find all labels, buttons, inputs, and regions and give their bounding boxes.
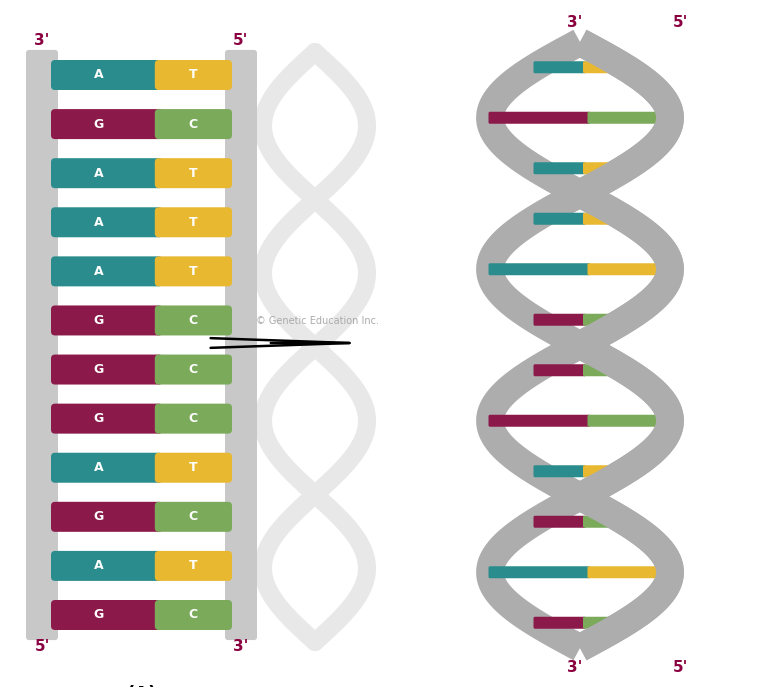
FancyBboxPatch shape: [583, 617, 627, 629]
FancyBboxPatch shape: [534, 465, 586, 477]
FancyBboxPatch shape: [155, 158, 232, 188]
FancyBboxPatch shape: [534, 162, 586, 174]
Text: G: G: [94, 363, 104, 376]
Text: C: C: [189, 117, 198, 131]
FancyBboxPatch shape: [51, 109, 163, 139]
FancyBboxPatch shape: [583, 516, 627, 528]
Text: C: C: [189, 609, 198, 622]
FancyBboxPatch shape: [51, 306, 163, 335]
Text: 3': 3': [35, 33, 50, 48]
Text: T: T: [189, 461, 197, 474]
FancyBboxPatch shape: [588, 263, 671, 275]
Text: 3': 3': [568, 15, 583, 30]
Text: C: C: [189, 314, 198, 327]
FancyBboxPatch shape: [51, 600, 163, 630]
FancyBboxPatch shape: [534, 617, 586, 629]
Text: © Genetic Education Inc.: © Genetic Education Inc.: [257, 316, 379, 326]
Text: A: A: [94, 167, 104, 180]
Text: T: T: [189, 216, 197, 229]
Text: A: A: [94, 69, 104, 82]
Text: T: T: [189, 167, 197, 180]
FancyBboxPatch shape: [155, 551, 232, 581]
FancyBboxPatch shape: [155, 600, 232, 630]
Text: A: A: [94, 216, 104, 229]
Text: G: G: [94, 117, 104, 131]
FancyBboxPatch shape: [583, 61, 627, 74]
FancyBboxPatch shape: [583, 364, 627, 376]
Text: C: C: [189, 510, 198, 523]
Text: T: T: [189, 265, 197, 278]
Text: C: C: [189, 412, 198, 425]
Text: A: A: [94, 265, 104, 278]
FancyBboxPatch shape: [155, 502, 232, 532]
FancyBboxPatch shape: [225, 50, 257, 640]
Text: 3': 3': [568, 660, 583, 675]
FancyBboxPatch shape: [51, 354, 163, 385]
FancyBboxPatch shape: [51, 256, 163, 286]
FancyBboxPatch shape: [534, 516, 586, 528]
FancyBboxPatch shape: [588, 415, 671, 427]
FancyBboxPatch shape: [51, 404, 163, 433]
FancyBboxPatch shape: [588, 112, 671, 124]
FancyBboxPatch shape: [51, 453, 163, 483]
Text: T: T: [189, 559, 197, 572]
Text: A: A: [94, 559, 104, 572]
Text: C: C: [189, 363, 198, 376]
Text: 5': 5': [672, 15, 687, 30]
Text: 5': 5': [35, 640, 50, 655]
FancyBboxPatch shape: [583, 465, 627, 477]
FancyBboxPatch shape: [488, 112, 591, 124]
FancyBboxPatch shape: [488, 263, 591, 275]
FancyBboxPatch shape: [588, 566, 671, 578]
FancyBboxPatch shape: [534, 213, 586, 225]
FancyBboxPatch shape: [51, 502, 163, 532]
FancyBboxPatch shape: [51, 207, 163, 237]
FancyBboxPatch shape: [155, 109, 232, 139]
FancyBboxPatch shape: [51, 60, 163, 90]
Text: 5': 5': [672, 660, 687, 675]
FancyBboxPatch shape: [155, 354, 232, 385]
FancyBboxPatch shape: [26, 50, 58, 640]
Text: 3': 3': [233, 640, 249, 655]
FancyBboxPatch shape: [488, 415, 591, 427]
Text: (A): (A): [126, 684, 157, 687]
Text: A: A: [94, 461, 104, 474]
FancyBboxPatch shape: [488, 566, 591, 578]
FancyBboxPatch shape: [583, 162, 627, 174]
FancyBboxPatch shape: [583, 213, 627, 225]
FancyBboxPatch shape: [51, 551, 163, 581]
FancyBboxPatch shape: [155, 256, 232, 286]
FancyBboxPatch shape: [155, 404, 232, 433]
Text: 5': 5': [233, 33, 249, 48]
FancyBboxPatch shape: [534, 364, 586, 376]
Text: G: G: [94, 412, 104, 425]
FancyBboxPatch shape: [155, 60, 232, 90]
FancyBboxPatch shape: [534, 314, 586, 326]
FancyBboxPatch shape: [155, 306, 232, 335]
FancyBboxPatch shape: [155, 453, 232, 483]
FancyBboxPatch shape: [583, 314, 627, 326]
FancyBboxPatch shape: [534, 61, 586, 74]
Text: G: G: [94, 609, 104, 622]
Text: G: G: [94, 314, 104, 327]
Text: T: T: [189, 69, 197, 82]
FancyBboxPatch shape: [155, 207, 232, 237]
FancyBboxPatch shape: [51, 158, 163, 188]
Text: G: G: [94, 510, 104, 523]
